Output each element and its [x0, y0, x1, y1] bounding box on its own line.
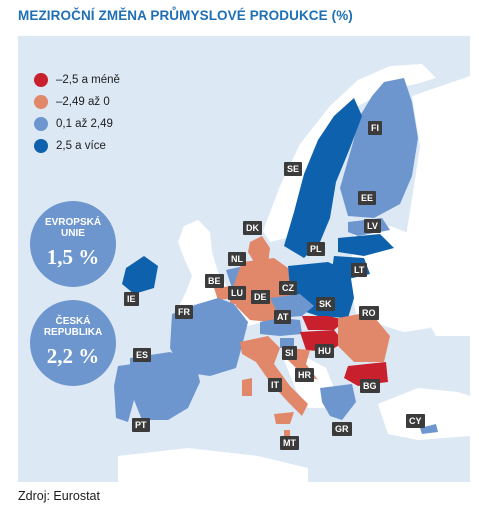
- country-label: SK: [316, 297, 335, 311]
- legend-item: 2,5 a více: [34, 138, 106, 154]
- country-label: ES: [133, 348, 152, 362]
- country-label: SI: [282, 346, 297, 360]
- cz-label-line2: REPUBLIKA: [43, 327, 103, 338]
- cz-summary-circle: ČESKÁ REPUBLIKA 2,2 %: [30, 300, 116, 386]
- legend-label: –2,5 a méně: [56, 74, 120, 86]
- country-ireland: [122, 256, 158, 294]
- legend-item: –2,5 a méně: [34, 72, 120, 88]
- country-label: HU: [315, 344, 334, 358]
- page-title: MEZIROČNÍ ZMĚNA PRŮMYSLOVÉ PRODUKCE (%): [18, 8, 353, 23]
- country-label: IE: [124, 292, 139, 306]
- legend-swatch: [34, 117, 48, 131]
- country-spain: [130, 352, 200, 420]
- country-label: HR: [295, 368, 314, 382]
- source-note: Zdroj: Eurostat: [18, 489, 100, 503]
- eu-label-line1: EVROPSKÁ: [44, 217, 102, 228]
- map-panel: –2,5 a méně –2,49 až 0 0,1 až 2,49 2,5 a…: [18, 36, 470, 482]
- legend-swatch: [34, 139, 48, 153]
- country-finland: [340, 78, 418, 218]
- legend-swatch: [34, 95, 48, 109]
- eu-value: 1,5 %: [46, 245, 100, 269]
- legend-label: –2,49 až 0: [56, 96, 110, 108]
- country-label: BG: [360, 379, 380, 393]
- land-north-africa: [118, 448, 308, 482]
- country-label: GR: [332, 422, 352, 436]
- country-label: PT: [132, 418, 150, 432]
- country-latvia: [338, 234, 394, 256]
- country-label: LV: [364, 219, 381, 233]
- country-slovakia: [302, 316, 346, 330]
- country-italy-sardinia: [242, 378, 252, 396]
- legend-item: –2,49 až 0: [34, 94, 110, 110]
- legend-label: 2,5 a více: [56, 140, 106, 152]
- country-romania: [338, 312, 390, 362]
- country-label: NL: [228, 252, 246, 266]
- country-label: RO: [359, 306, 379, 320]
- country-label: BE: [205, 274, 224, 288]
- country-label: FR: [175, 305, 193, 319]
- country-label: LT: [351, 263, 368, 277]
- country-austria: [260, 318, 302, 336]
- country-label: PL: [307, 242, 325, 256]
- country-label: EE: [358, 191, 377, 205]
- country-malta: [284, 430, 290, 436]
- country-greece: [320, 384, 356, 420]
- legend-label: 0,1 až 2,49: [56, 118, 113, 130]
- country-label: FI: [368, 121, 382, 135]
- country-portugal: [114, 364, 134, 422]
- country-cyprus: [420, 424, 438, 434]
- country-label: MT: [280, 436, 299, 450]
- country-italy: [240, 336, 308, 416]
- country-italy-sicily: [274, 412, 294, 424]
- country-label: DK: [243, 221, 262, 235]
- country-label: CZ: [279, 281, 297, 295]
- country-denmark: [248, 236, 270, 264]
- country-label: AT: [274, 310, 292, 324]
- country-label: SE: [284, 162, 303, 176]
- country-label: IT: [268, 378, 282, 392]
- cz-label-line1: ČESKÁ: [55, 316, 91, 327]
- country-slovenia: [280, 338, 294, 348]
- legend-swatch: [34, 73, 48, 87]
- country-label: LU: [228, 286, 246, 300]
- country-label: CY: [406, 414, 425, 428]
- eu-label-line2: UNIE: [61, 228, 85, 239]
- europe-map: [114, 64, 470, 482]
- country-label: DE: [251, 290, 270, 304]
- legend-item: 0,1 až 2,49: [34, 116, 113, 132]
- eu-summary-circle: EVROPSKÁ UNIE 1,5 %: [30, 201, 116, 287]
- country-sweden: [284, 98, 362, 258]
- cz-value: 2,2 %: [46, 344, 100, 368]
